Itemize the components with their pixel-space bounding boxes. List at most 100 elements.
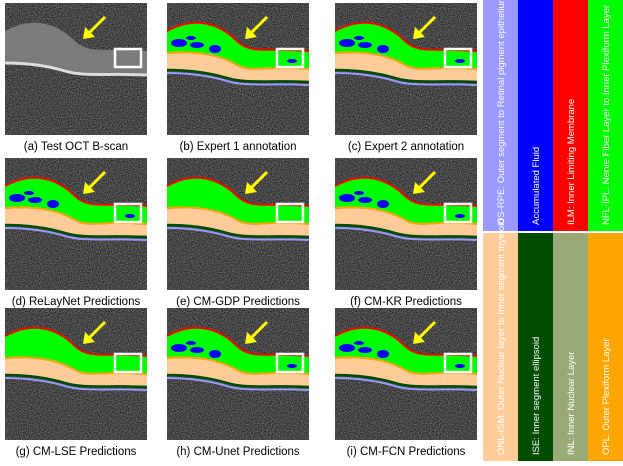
arrow-head [245, 332, 257, 344]
onl-ism [5, 358, 147, 386]
roi-box [113, 202, 143, 224]
fluid [358, 197, 372, 203]
legend-swatch [483, 0, 518, 231]
ise [4, 223, 148, 239]
fluid [339, 194, 355, 202]
fluid [377, 45, 389, 53]
fluid [455, 364, 465, 368]
panel [166, 3, 310, 135]
legend-swatch [518, 0, 553, 231]
fluid [354, 191, 364, 195]
roi-box [275, 47, 305, 69]
roi-box [113, 352, 143, 374]
legend-swatch [553, 233, 588, 461]
panel [334, 158, 478, 290]
panel [4, 308, 148, 440]
onl-ism [5, 208, 147, 236]
fluid [186, 341, 196, 345]
caption: (d) ReLayNet Predictions [12, 296, 141, 308]
os-rpe [166, 72, 310, 86]
caption: (g) CM-LSE Predictions [16, 446, 137, 458]
panel [166, 158, 310, 290]
ise [166, 373, 310, 389]
fluid [9, 194, 25, 202]
os-rpe [4, 227, 148, 241]
fluid [125, 214, 135, 218]
legend-label: Accumulated Fluid [531, 147, 542, 225]
os-rpe [166, 377, 310, 391]
roi-box [113, 47, 143, 69]
fluid [455, 214, 465, 218]
fluid [209, 350, 221, 358]
ise [334, 223, 478, 239]
arrow-head [413, 182, 425, 194]
ise [166, 68, 310, 84]
onl-ism [335, 208, 477, 236]
arrow-head [413, 27, 425, 39]
nfl-ipl [167, 22, 309, 69]
onl-ism [335, 53, 477, 81]
fluid [171, 344, 187, 352]
fluid [287, 364, 297, 368]
arrow-head [245, 182, 257, 194]
fluid [47, 200, 59, 208]
fluid [358, 42, 372, 48]
legend-swatch [483, 233, 518, 461]
arrow-head [83, 332, 95, 344]
fluid [358, 347, 372, 353]
os-rpe [166, 227, 310, 241]
nfl-ipl [335, 327, 477, 374]
caption: (c) Expert 2 annotation [348, 141, 464, 153]
panel [334, 308, 478, 440]
panel [166, 308, 310, 440]
fluid [24, 191, 34, 195]
legend-label: ILM: Inner Limiting Membrane [566, 99, 577, 225]
nfl-ipl [335, 177, 477, 224]
fluid [190, 42, 204, 48]
nfl-ipl [335, 22, 477, 69]
legend-swatch [553, 0, 588, 231]
onl-ism [167, 208, 309, 236]
arrow-head [413, 332, 425, 344]
legend-label: OS-RPE: Outer segment to Retinal pigment… [496, 0, 507, 225]
ise [334, 68, 478, 84]
caption: (i) CM-FCN Predictions [347, 446, 466, 458]
legend-label: OPL: Outer Plexiform Layer [601, 338, 612, 455]
panel [334, 3, 478, 135]
retina [5, 22, 147, 75]
os-rpe [334, 227, 478, 241]
onl-ism [167, 358, 309, 386]
fluid [209, 45, 221, 53]
onl-ism [335, 358, 477, 386]
arrow-head [83, 182, 95, 194]
arrow-head [83, 27, 95, 39]
roi-box [443, 202, 473, 224]
roi-box [275, 202, 305, 224]
fluid [287, 59, 297, 63]
caption: (h) CM-Unet Predictions [176, 446, 300, 458]
ise [334, 373, 478, 389]
legend-label: ONL-ISM: Outer Nuclear layer to Inner se… [496, 218, 507, 455]
os-rpe [334, 377, 478, 391]
caption: (e) CM-GDP Predictions [176, 296, 300, 308]
roi-box [443, 47, 473, 69]
legend-label: ISE: Inner segment ellipsoid [531, 337, 542, 455]
fluid [339, 39, 355, 47]
legend-swatch [518, 233, 553, 461]
fluid [377, 350, 389, 358]
caption: (f) CM-KR Predictions [350, 296, 462, 308]
nfl-ipl [167, 327, 309, 374]
roi-box [275, 352, 305, 374]
os-rpe [334, 72, 478, 86]
ise [4, 373, 148, 389]
fluid [339, 344, 355, 352]
onl-ism [167, 53, 309, 81]
roi-box [443, 352, 473, 374]
ise [166, 223, 310, 239]
panel [4, 3, 148, 135]
fluid [190, 347, 204, 353]
fluid [186, 36, 196, 40]
fluid [354, 341, 364, 345]
legend-label: INL: Inner Nuclear Layer [566, 352, 577, 456]
